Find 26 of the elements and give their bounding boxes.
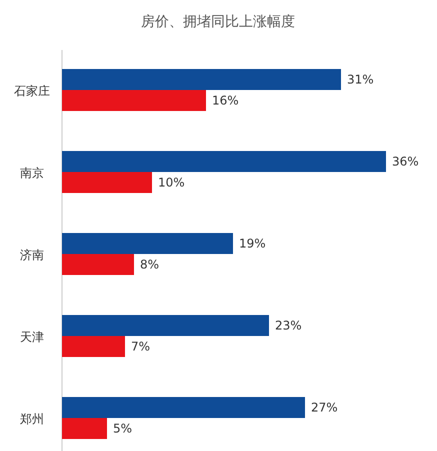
bar — [62, 233, 233, 254]
bar — [62, 418, 107, 439]
y-tick-label: 济南 — [20, 248, 44, 262]
bar — [62, 315, 269, 336]
data-label: 31% — [347, 72, 374, 86]
bar — [62, 69, 341, 90]
bar — [62, 172, 152, 193]
bar — [62, 336, 125, 357]
data-label: 7% — [131, 340, 150, 354]
data-label: 36% — [392, 154, 419, 168]
data-label: 23% — [275, 318, 302, 332]
bar — [62, 254, 134, 275]
y-tick-label: 南京 — [20, 166, 44, 180]
y-tick-label: 郑州 — [20, 412, 44, 426]
bar — [62, 397, 305, 418]
bar — [62, 90, 206, 111]
data-label: 8% — [140, 258, 160, 272]
data-label: 19% — [239, 236, 266, 250]
data-label: 5% — [113, 422, 132, 436]
y-tick-label: 天津 — [20, 330, 44, 344]
data-label: 10% — [158, 176, 185, 190]
data-label: 16% — [212, 94, 239, 108]
data-label: 27% — [311, 400, 338, 414]
y-tick-label: 石家庄 — [14, 84, 50, 98]
bar — [62, 151, 386, 172]
chart-title: 房价、拥堵同比上涨幅度 — [141, 14, 295, 30]
